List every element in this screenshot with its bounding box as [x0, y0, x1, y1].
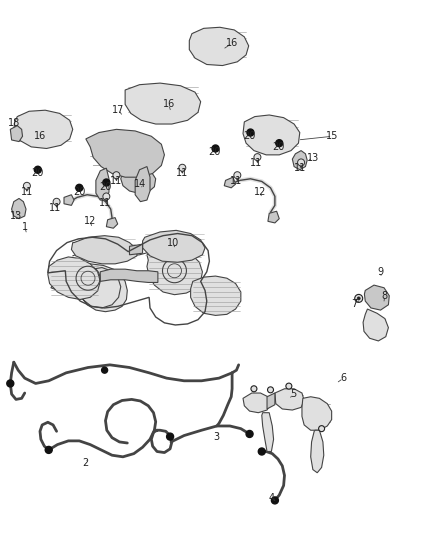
Text: 7: 7 — [351, 298, 357, 309]
Text: 12: 12 — [84, 216, 96, 227]
Polygon shape — [130, 244, 143, 255]
Circle shape — [23, 182, 30, 189]
Text: 20: 20 — [99, 182, 112, 192]
Polygon shape — [11, 126, 22, 142]
Polygon shape — [364, 285, 389, 310]
Text: 13: 13 — [10, 211, 22, 221]
Polygon shape — [292, 151, 307, 169]
Text: 20: 20 — [73, 187, 85, 197]
Circle shape — [268, 387, 273, 393]
Polygon shape — [125, 83, 201, 124]
Polygon shape — [147, 248, 202, 295]
Text: 11: 11 — [99, 198, 112, 208]
Circle shape — [318, 426, 325, 432]
Text: 4: 4 — [268, 492, 275, 503]
Circle shape — [34, 166, 41, 173]
Polygon shape — [143, 230, 205, 262]
Circle shape — [276, 140, 283, 147]
Text: 3: 3 — [214, 432, 220, 442]
Circle shape — [53, 198, 60, 205]
Text: 14: 14 — [134, 179, 147, 189]
Polygon shape — [86, 130, 164, 177]
Polygon shape — [268, 211, 279, 223]
Text: 20: 20 — [272, 142, 284, 152]
Polygon shape — [14, 110, 73, 149]
Polygon shape — [243, 393, 271, 413]
Circle shape — [212, 145, 219, 152]
Text: 16: 16 — [34, 131, 46, 141]
Circle shape — [179, 164, 186, 171]
Polygon shape — [311, 430, 324, 473]
Circle shape — [45, 447, 52, 454]
Polygon shape — [191, 276, 241, 316]
Text: 20: 20 — [32, 168, 44, 179]
Polygon shape — [96, 168, 109, 200]
Polygon shape — [262, 413, 274, 451]
Text: 16: 16 — [162, 99, 175, 109]
Text: 10: 10 — [167, 238, 179, 247]
Circle shape — [247, 129, 254, 136]
Circle shape — [166, 433, 173, 440]
Text: 8: 8 — [382, 290, 388, 301]
Polygon shape — [302, 397, 332, 430]
Polygon shape — [121, 168, 155, 193]
Text: 12: 12 — [254, 187, 267, 197]
Polygon shape — [224, 177, 236, 188]
Circle shape — [102, 367, 108, 373]
Polygon shape — [267, 393, 275, 409]
Circle shape — [258, 448, 265, 455]
Polygon shape — [12, 198, 26, 219]
Text: 13: 13 — [307, 152, 319, 163]
Polygon shape — [51, 264, 127, 312]
Text: 17: 17 — [113, 104, 125, 115]
Polygon shape — [363, 309, 389, 341]
Text: 9: 9 — [378, 267, 384, 277]
Text: 18: 18 — [8, 118, 20, 128]
Text: 11: 11 — [230, 176, 243, 187]
Text: 11: 11 — [250, 158, 262, 168]
Polygon shape — [189, 27, 249, 66]
Polygon shape — [275, 389, 304, 410]
Circle shape — [254, 154, 261, 160]
Circle shape — [297, 159, 304, 166]
Text: 16: 16 — [226, 38, 238, 48]
Text: 11: 11 — [21, 187, 33, 197]
Circle shape — [272, 497, 279, 504]
Text: 11: 11 — [110, 176, 123, 187]
Text: 5: 5 — [290, 389, 297, 399]
Text: 11: 11 — [49, 203, 61, 213]
Circle shape — [113, 172, 120, 179]
Circle shape — [357, 297, 360, 300]
Circle shape — [246, 431, 253, 438]
Circle shape — [286, 383, 292, 389]
Polygon shape — [243, 115, 300, 155]
Text: 20: 20 — [208, 147, 221, 157]
Text: 20: 20 — [244, 131, 256, 141]
Circle shape — [234, 172, 241, 179]
Circle shape — [103, 179, 110, 186]
Polygon shape — [106, 217, 118, 228]
Circle shape — [76, 184, 83, 191]
Circle shape — [7, 380, 14, 387]
Polygon shape — [135, 166, 150, 201]
Circle shape — [103, 193, 110, 200]
Polygon shape — [48, 257, 100, 300]
Text: 15: 15 — [326, 131, 339, 141]
Polygon shape — [71, 236, 137, 264]
Text: 2: 2 — [83, 458, 89, 468]
Polygon shape — [100, 269, 158, 282]
Text: 11: 11 — [176, 168, 188, 179]
Polygon shape — [64, 195, 74, 205]
Circle shape — [251, 386, 257, 392]
Text: 11: 11 — [293, 163, 306, 173]
Circle shape — [355, 294, 363, 302]
Text: 1: 1 — [21, 222, 28, 232]
Text: 6: 6 — [340, 373, 346, 383]
